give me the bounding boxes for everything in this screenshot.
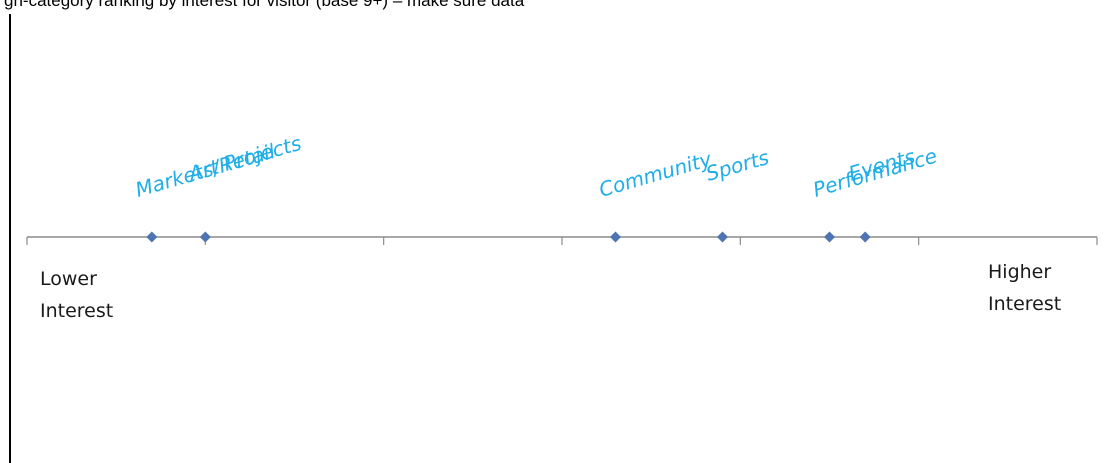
axis-ticks [26,237,1098,245]
point-art-projects [199,231,211,243]
label-art-projects: Art Projects [184,131,304,187]
point-sports [717,231,728,243]
lower-interest-line1: Lower [40,268,97,290]
point-markets-retail [146,231,158,243]
higher-interest-label: Higher Interest [988,261,1061,315]
point-performance [824,231,835,243]
higher-interest-line2: Interest [988,293,1061,315]
point-events [859,231,871,243]
label-sports: Sports [703,145,771,186]
higher-interest-line1: Higher [988,261,1051,283]
lower-interest-label: Lower Interest [40,268,113,322]
frame-left-border [9,14,11,463]
figure-caption: gh-category ranking by interest for visi… [4,0,525,10]
data-points [146,231,871,243]
label-community: Community [596,147,715,202]
point-community [610,231,621,243]
lower-interest-line2: Interest [40,300,113,322]
